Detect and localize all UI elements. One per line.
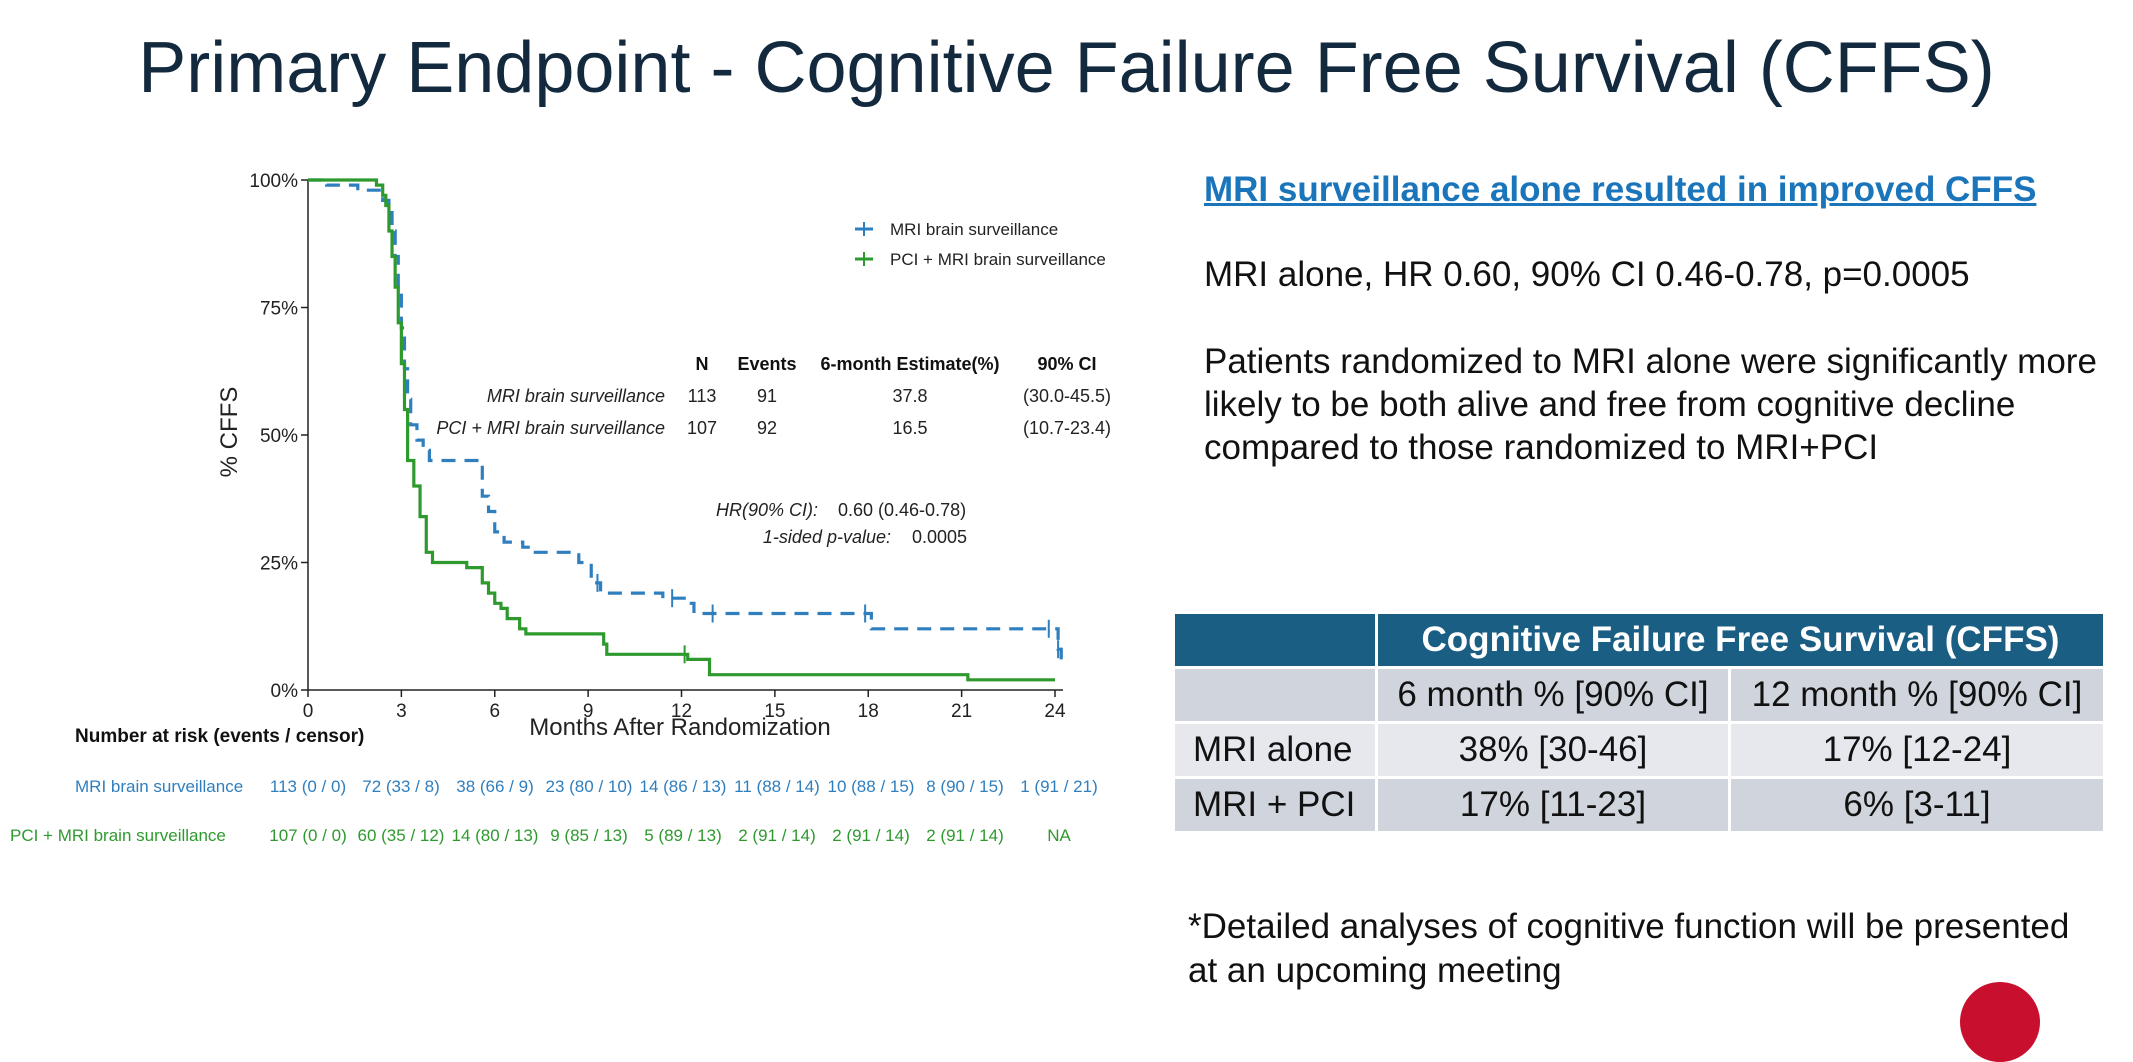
hr-label: HR(90% CI): xyxy=(716,500,818,520)
results-table: Cognitive Failure Free Survival (CFFS) 6… xyxy=(1172,611,2106,834)
results-table-title-row: Cognitive Failure Free Survival (CFFS) xyxy=(1175,614,2103,666)
risk-row-label-pci: PCI + MRI brain surveillance xyxy=(10,826,226,845)
risk-value: 2 (91 / 14) xyxy=(926,826,1004,845)
hr-value: 0.60 (0.46-0.78) xyxy=(838,500,966,520)
results-table-blank xyxy=(1175,669,1375,721)
stats-table: N Events 6-month Estimate(%) 90% CI MRI … xyxy=(436,354,1111,547)
x-tick-label: 6 xyxy=(489,701,500,722)
risk-value: 60 (35 / 12) xyxy=(358,826,445,845)
risk-value: 107 (0 / 0) xyxy=(269,826,347,845)
results-mri-12month: 17% [12-24] xyxy=(1731,724,2103,776)
risk-value: NA xyxy=(1047,826,1071,845)
risk-value: 14 (86 / 13) xyxy=(640,777,727,796)
stats-row-ci-pci: (10.7-23.4) xyxy=(1023,418,1111,438)
results-row-mri: MRI alone 38% [30-46] 17% [12-24] xyxy=(1175,724,2103,776)
results-row-pci: MRI + PCI 17% [11-23] 6% [3-11] xyxy=(1175,779,2103,831)
stats-row-events-pci: 92 xyxy=(757,418,777,438)
series-line-pci xyxy=(308,178,1055,682)
legend: MRI brain surveillance PCI + MRI brain s… xyxy=(855,220,1106,269)
p-label: 1-sided p-value: xyxy=(763,527,891,547)
headline-link[interactable]: MRI surveillance alone resulted in impro… xyxy=(1204,170,2037,209)
risk-value: 72 (33 / 8) xyxy=(362,777,440,796)
results-table-header-row: 6 month % [90% CI] 12 month % [90% CI] xyxy=(1175,669,2103,721)
risk-table-title: Number at risk (events / censor) xyxy=(75,726,364,747)
risk-value: 9 (85 / 13) xyxy=(550,826,628,845)
stats-header-ci: 90% CI xyxy=(1037,354,1096,374)
x-tick-label: 24 xyxy=(1044,701,1066,722)
legend-item-pci: PCI + MRI brain surveillance xyxy=(855,250,1106,269)
risk-value: 38 (66 / 9) xyxy=(456,777,534,796)
summary-text: Patients randomized to MRI alone were si… xyxy=(1204,342,2097,467)
x-tick-label: 15 xyxy=(764,701,785,722)
stats-row-label-pci: PCI + MRI brain surveillance xyxy=(436,418,665,438)
footnote: *Detailed analyses of cognitive function… xyxy=(1188,907,2070,990)
results-col-6month: 6 month % [90% CI] xyxy=(1378,669,1728,721)
stats-row-ci-mri: (30.0-45.5) xyxy=(1023,386,1111,406)
risk-value: 2 (91 / 14) xyxy=(832,826,910,845)
x-tick-label: 3 xyxy=(396,701,407,722)
y-tick-label: 50% xyxy=(260,426,298,447)
risk-row-label-mri: MRI brain surveillance xyxy=(75,777,243,796)
results-pci-12month: 6% [3-11] xyxy=(1731,779,2103,831)
chart-axes: 0% 25% 50% 75% 100% 0 3 6 9 12 15 18 21 24 xyxy=(249,171,1066,722)
stats-row-estimate-mri: 37.8 xyxy=(892,386,927,406)
results-row-label-mri: MRI alone xyxy=(1175,724,1375,776)
stats-row-events-mri: 91 xyxy=(757,386,777,406)
risk-value: 11 (88 / 14) xyxy=(734,777,820,796)
stats-row-estimate-pci: 16.5 xyxy=(892,418,927,438)
stats-row-n-mri: 113 xyxy=(688,386,717,406)
risk-table: Number at risk (events / censor) MRI bra… xyxy=(10,726,1098,845)
risk-value: 23 (80 / 10) xyxy=(546,777,633,796)
stats-header-n: N xyxy=(696,354,709,374)
risk-value: 10 (88 / 15) xyxy=(828,777,915,796)
x-tick-label: 9 xyxy=(583,701,594,722)
risk-values: 113 (0 / 0) 72 (33 / 8) 38 (66 / 9) 23 (80 … xyxy=(269,777,1098,845)
legend-item-mri: MRI brain surveillance xyxy=(855,220,1058,239)
series-layer xyxy=(308,178,1063,682)
stats-header-events: Events xyxy=(737,354,796,374)
y-axis-title: % CFFS xyxy=(216,387,243,478)
slide-title: Primary Endpoint - Cognitive Failure Fre… xyxy=(138,28,1995,108)
risk-value: 14 (80 / 13) xyxy=(452,826,539,845)
risk-value: 2 (91 / 14) xyxy=(738,826,816,845)
risk-value: 1 (91 / 21) xyxy=(1020,777,1098,796)
corner-badge xyxy=(1960,982,2040,1062)
x-tick-label: 18 xyxy=(858,701,879,722)
stats-row-n-pci: 107 xyxy=(687,418,717,438)
results-pci-6month: 17% [11-23] xyxy=(1378,779,1728,831)
results-table-title: Cognitive Failure Free Survival (CFFS) xyxy=(1378,614,2103,666)
y-tick-label: 100% xyxy=(249,171,298,192)
p-value: 0.0005 xyxy=(912,527,967,547)
y-tick-label: 75% xyxy=(260,299,298,320)
risk-value: 5 (89 / 13) xyxy=(644,826,722,845)
risk-value: 8 (90 / 15) xyxy=(926,777,1004,796)
hazard-ratio-text: MRI alone, HR 0.60, 90% CI 0.46-0.78, p=… xyxy=(1204,255,1970,294)
x-axis-title: Months After Randomization xyxy=(529,714,831,741)
y-tick-label: 0% xyxy=(271,681,299,702)
results-mri-6month: 38% [30-46] xyxy=(1378,724,1728,776)
results-col-12month: 12 month % [90% CI] xyxy=(1731,669,2103,721)
km-chart: 0% 25% 50% 75% 100% 0 3 6 9 12 15 18 21 24 % CFFS Mon… xyxy=(10,171,1111,845)
stats-header-estimate: 6-month Estimate(%) xyxy=(820,354,999,374)
legend-label-pci: PCI + MRI brain surveillance xyxy=(890,250,1106,269)
stats-row-label-mri: MRI brain surveillance xyxy=(487,386,665,406)
risk-value: 113 (0 / 0) xyxy=(270,777,346,796)
legend-label-mri: MRI brain surveillance xyxy=(890,220,1058,239)
y-tick-label: 25% xyxy=(260,554,298,575)
x-tick-label: 0 xyxy=(303,701,314,722)
results-row-label-pci: MRI + PCI xyxy=(1175,779,1375,831)
results-table-corner xyxy=(1175,614,1375,666)
x-tick-label: 21 xyxy=(951,701,972,722)
x-tick-label: 12 xyxy=(671,701,692,722)
